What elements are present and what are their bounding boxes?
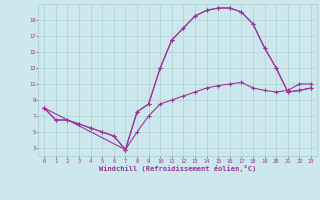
X-axis label: Windchill (Refroidissement éolien,°C): Windchill (Refroidissement éolien,°C) [99, 165, 256, 172]
